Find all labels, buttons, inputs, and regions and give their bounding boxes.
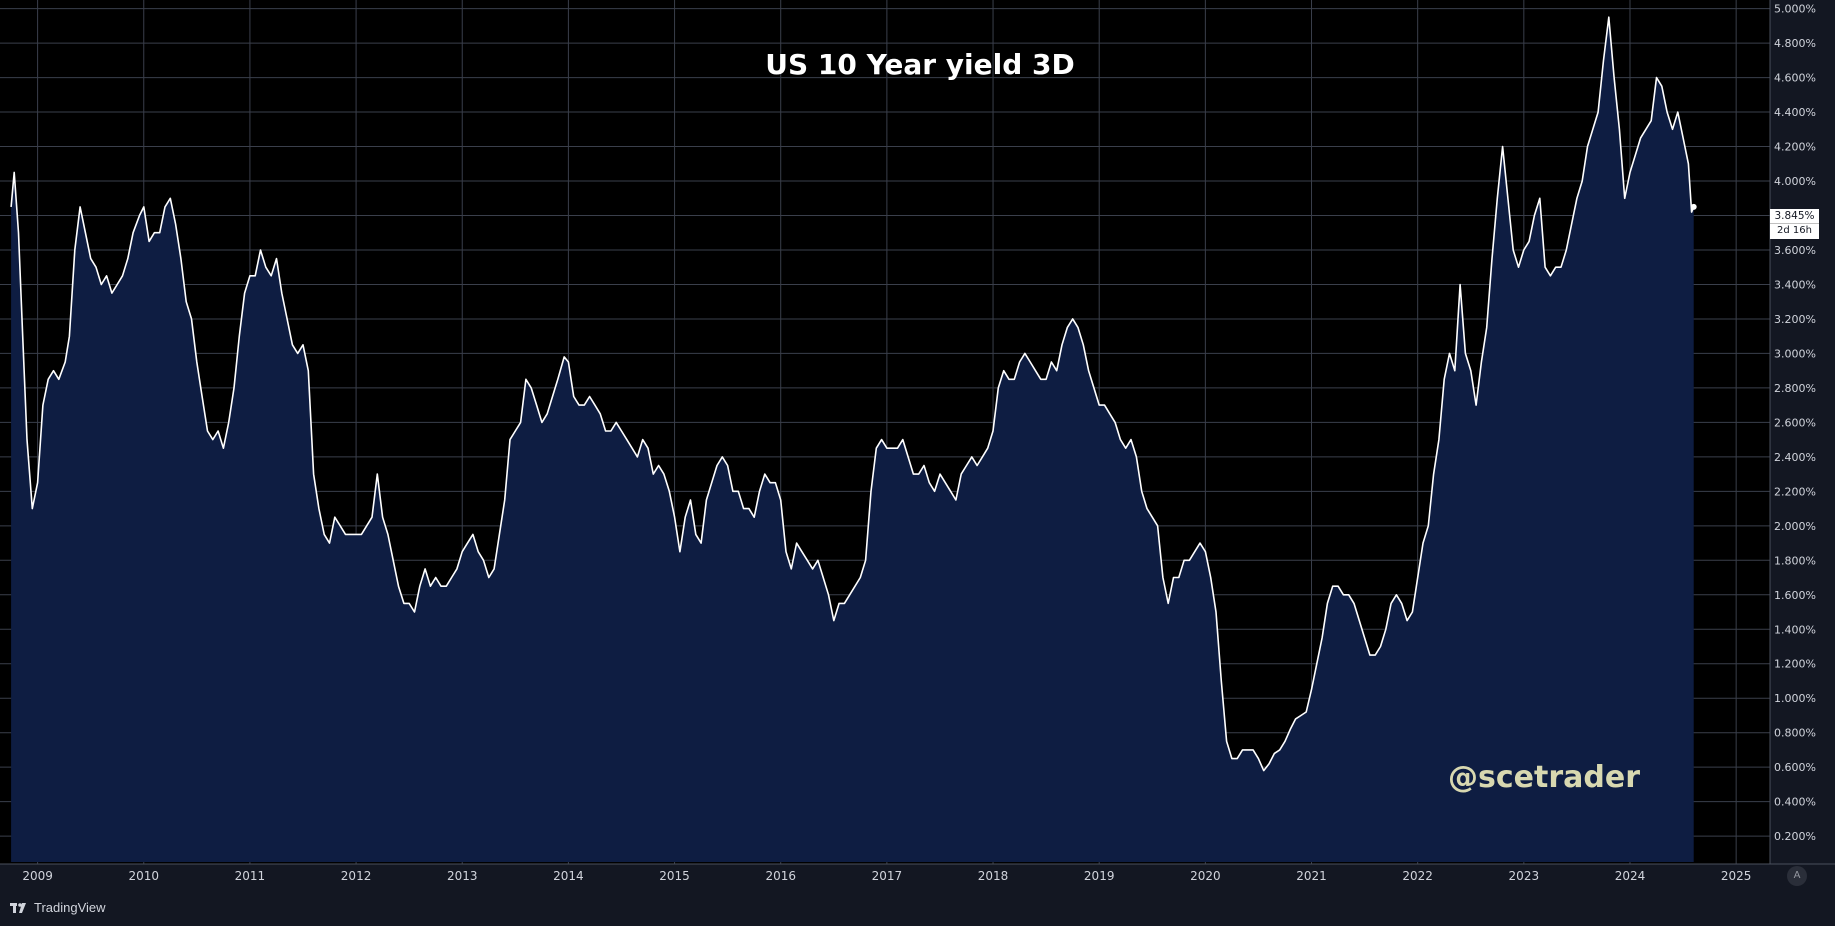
- y-tick-label: 2.800%: [1774, 382, 1816, 395]
- x-tick-label: 2016: [765, 869, 796, 883]
- x-tick-label: 2018: [978, 869, 1009, 883]
- last-price-marker: [1690, 203, 1697, 210]
- tradingview-icon: [10, 902, 26, 913]
- yield-area-fill: [11, 17, 1694, 862]
- y-tick-label: 4.000%: [1774, 175, 1816, 188]
- price-axis-panel: [1770, 0, 1835, 890]
- x-tick-label: 2025: [1721, 869, 1752, 883]
- x-tick-label: 2013: [447, 869, 478, 883]
- x-tick-label: 2014: [553, 869, 584, 883]
- y-tick-label: 1.400%: [1774, 623, 1816, 636]
- bar-countdown: 2d 16h: [1770, 223, 1819, 237]
- y-tick-label: 5.000%: [1774, 3, 1816, 16]
- x-tick-label: 2010: [128, 869, 159, 883]
- y-tick-label: 1.800%: [1774, 554, 1816, 567]
- x-tick-label: 2017: [872, 869, 903, 883]
- y-tick-label: 4.200%: [1774, 141, 1816, 154]
- y-tick-label: 0.400%: [1774, 796, 1816, 809]
- y-tick-label: 2.200%: [1774, 485, 1816, 498]
- y-tick-label: 3.400%: [1774, 278, 1816, 291]
- time-axis-panel: [0, 864, 1835, 890]
- y-tick-label: 0.200%: [1774, 830, 1816, 843]
- last-price-value: 3.845%: [1774, 210, 1815, 222]
- last-price-tag: 3.845% 2d 16h: [1770, 209, 1819, 239]
- y-tick-label: 3.000%: [1774, 347, 1816, 360]
- x-tick-label: 2012: [341, 869, 372, 883]
- x-tick-label: 2023: [1509, 869, 1540, 883]
- chart-title: US 10 Year yield 3D: [765, 48, 1075, 81]
- tradingview-logo[interactable]: TradingView: [10, 900, 106, 915]
- y-tick-label: 1.600%: [1774, 589, 1816, 602]
- watermark-text: @scetrader: [1448, 760, 1640, 795]
- x-tick-label: 2021: [1296, 869, 1327, 883]
- price-axis[interactable]: 0.200% 0.400% 0.600% 0.800% 1.000% 1.200% 1.40…: [1769, 0, 1835, 890]
- x-tick-label: 2019: [1084, 869, 1115, 883]
- y-tick-label: 0.800%: [1774, 727, 1816, 740]
- x-tick-label: 2015: [659, 869, 690, 883]
- x-tick-label: 2024: [1615, 869, 1646, 883]
- y-tick-label: 2.400%: [1774, 451, 1816, 464]
- y-tick-label: 2.000%: [1774, 520, 1816, 533]
- x-tick-label: 2011: [235, 869, 266, 883]
- y-tick-label: 2.600%: [1774, 416, 1816, 429]
- y-tick-label: 3.600%: [1774, 244, 1816, 257]
- y-tick-label: 1.000%: [1774, 692, 1816, 705]
- auto-scale-button[interactable]: A: [1787, 866, 1807, 886]
- y-tick-label: 1.200%: [1774, 658, 1816, 671]
- yield-series-line: [10, 16, 1695, 772]
- y-tick-label: 3.200%: [1774, 313, 1816, 326]
- footer-bar: TradingView: [0, 890, 1835, 926]
- x-tick-label: 2020: [1190, 869, 1221, 883]
- chart-canvas[interactable]: 0.200% 0.400% 0.600% 0.800% 1.000% 1.200% 1.40…: [0, 0, 1835, 890]
- time-axis[interactable]: 2009 2010 2011 2012 2013 2014 2015 2016 2017 2018…: [0, 863, 1835, 890]
- tradingview-brand-label: TradingView: [34, 900, 106, 915]
- y-tick-label: 4.400%: [1774, 106, 1816, 119]
- y-tick-label: 4.600%: [1774, 72, 1816, 85]
- y-tick-label: 4.800%: [1774, 37, 1816, 50]
- x-tick-label: 2009: [22, 869, 53, 883]
- y-tick-label: 0.600%: [1774, 761, 1816, 774]
- x-tick-label: 2022: [1402, 869, 1433, 883]
